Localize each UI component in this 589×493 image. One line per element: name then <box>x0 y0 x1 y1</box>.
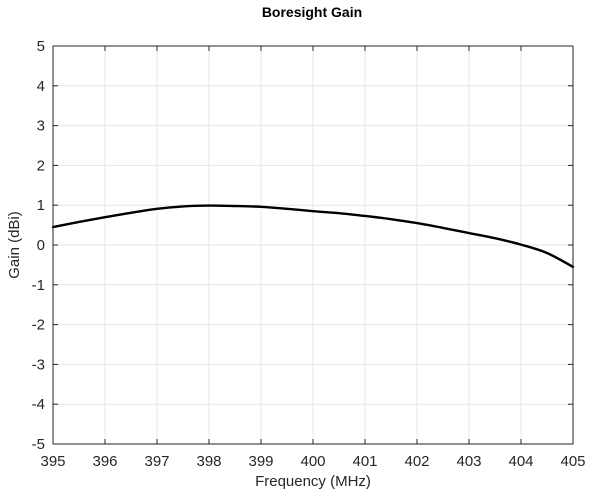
x-tick-label: 404 <box>508 453 533 470</box>
y-axis-label: Gain (dBi) <box>6 211 23 279</box>
x-tick-label: 403 <box>456 453 481 470</box>
x-tick-label: 398 <box>196 453 221 470</box>
x-tick-label: 402 <box>404 453 429 470</box>
plot-frame <box>52 45 574 445</box>
y-tick-label: 1 <box>37 197 45 214</box>
axis-ticks: 395 396 397 398 399 400 401 402 403 404 405-5-4-3-… <box>32 38 586 470</box>
y-tick-label: 3 <box>37 118 45 135</box>
y-tick-label: 0 <box>37 237 45 254</box>
y-tick-label: -5 <box>32 436 45 453</box>
x-axis-label: Frequency (MHz) <box>255 473 371 490</box>
y-tick-label: 4 <box>37 78 45 95</box>
x-tick-label: 405 <box>560 453 585 470</box>
x-tick-label: 397 <box>144 453 169 470</box>
y-tick-label: -3 <box>32 356 45 373</box>
x-tick-label: 395 <box>40 453 65 470</box>
grid <box>52 45 574 445</box>
gain-line <box>51 204 575 269</box>
x-tick-label: 396 <box>92 453 117 470</box>
y-tick-label: -4 <box>32 396 45 413</box>
x-tick-label: 399 <box>248 453 273 470</box>
y-tick-label: -2 <box>32 317 45 334</box>
x-tick-label: 400 <box>300 453 325 470</box>
y-tick-label: 5 <box>37 38 45 55</box>
y-tick-label: 2 <box>37 157 45 174</box>
chart-title: Boresight Gain <box>262 4 362 20</box>
series-area <box>51 204 575 269</box>
y-tick-label: -1 <box>32 277 45 294</box>
x-tick-label: 401 <box>352 453 377 470</box>
